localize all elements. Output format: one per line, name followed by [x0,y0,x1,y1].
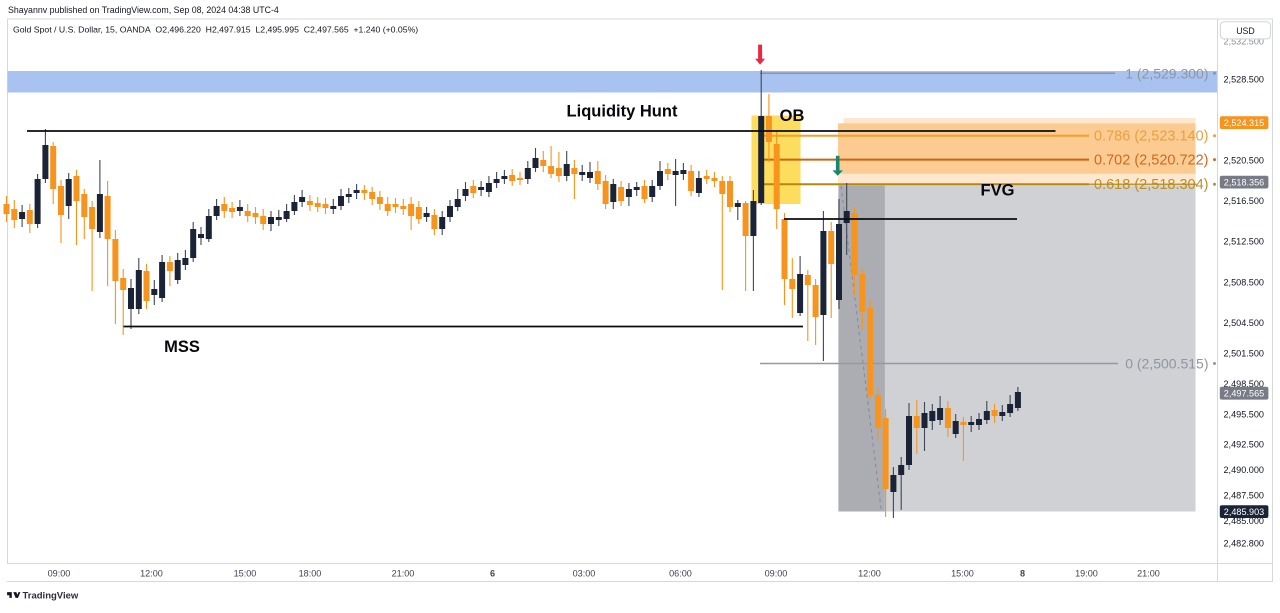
svg-text:21:00: 21:00 [1137,568,1160,578]
svg-text:06:00: 06:00 [669,568,692,578]
svg-text:Shayannv published on TradingV: Shayannv published on TradingView.com, S… [8,5,279,15]
svg-text:FVG: FVG [981,182,1015,200]
svg-text:Gold Spot / U.S. Dollar, 15, O: Gold Spot / U.S. Dollar, 15, OANDA O2,49… [13,25,418,35]
svg-text:2,518.356: 2,518.356 [1224,177,1264,187]
svg-text:TradingView: TradingView [23,590,79,601]
svg-text:2,524.315: 2,524.315 [1224,118,1264,128]
svg-text:03:00: 03:00 [573,568,596,578]
svg-text:USD: USD [1236,26,1255,36]
svg-text:2,492.500: 2,492.500 [1224,440,1264,450]
svg-text:09:00: 09:00 [48,568,71,578]
svg-text:2,490.000: 2,490.000 [1224,465,1264,475]
svg-text:1 (2,529.300): 1 (2,529.300) [1125,66,1208,82]
svg-text:2,532.500: 2,532.500 [1224,37,1264,47]
svg-text:2,485.903: 2,485.903 [1224,507,1264,517]
svg-text:19:00: 19:00 [1075,568,1098,578]
svg-text:2,516.500: 2,516.500 [1224,196,1264,206]
svg-text:09:00: 09:00 [765,568,788,578]
svg-text:2,520.500: 2,520.500 [1224,156,1264,166]
svg-text:2,487.500: 2,487.500 [1224,491,1264,501]
svg-text:2,508.500: 2,508.500 [1224,277,1264,287]
svg-text:OB: OB [780,107,805,125]
svg-text:2,482.800: 2,482.800 [1224,539,1264,549]
svg-text:2,498.500: 2,498.500 [1224,379,1264,389]
svg-text:6: 6 [490,568,495,578]
svg-text:12:00: 12:00 [140,568,163,578]
svg-text:2,512.500: 2,512.500 [1224,237,1264,247]
svg-text:12:00: 12:00 [858,568,881,578]
svg-text:Liquidity Hunt: Liquidity Hunt [567,103,678,121]
svg-text:2,504.500: 2,504.500 [1224,318,1264,328]
svg-text:0 (2,500.515): 0 (2,500.515) [1125,356,1208,372]
svg-text:2,501.500: 2,501.500 [1224,348,1264,358]
svg-text:2,528.500: 2,528.500 [1224,74,1264,84]
svg-text:0.702 (2,520.722): 0.702 (2,520.722) [1094,152,1208,168]
svg-text:15:00: 15:00 [951,568,974,578]
svg-text:2,495.500: 2,495.500 [1224,409,1264,419]
svg-text:2,497.565: 2,497.565 [1224,388,1264,398]
svg-text:0.786 (2,523.140): 0.786 (2,523.140) [1094,129,1208,145]
svg-text:MSS: MSS [164,338,200,356]
svg-text:15:00: 15:00 [234,568,257,578]
svg-text:18:00: 18:00 [299,568,322,578]
svg-text:21:00: 21:00 [392,568,415,578]
svg-text:8: 8 [1020,568,1025,578]
svg-text:2,485.000: 2,485.000 [1224,516,1264,526]
